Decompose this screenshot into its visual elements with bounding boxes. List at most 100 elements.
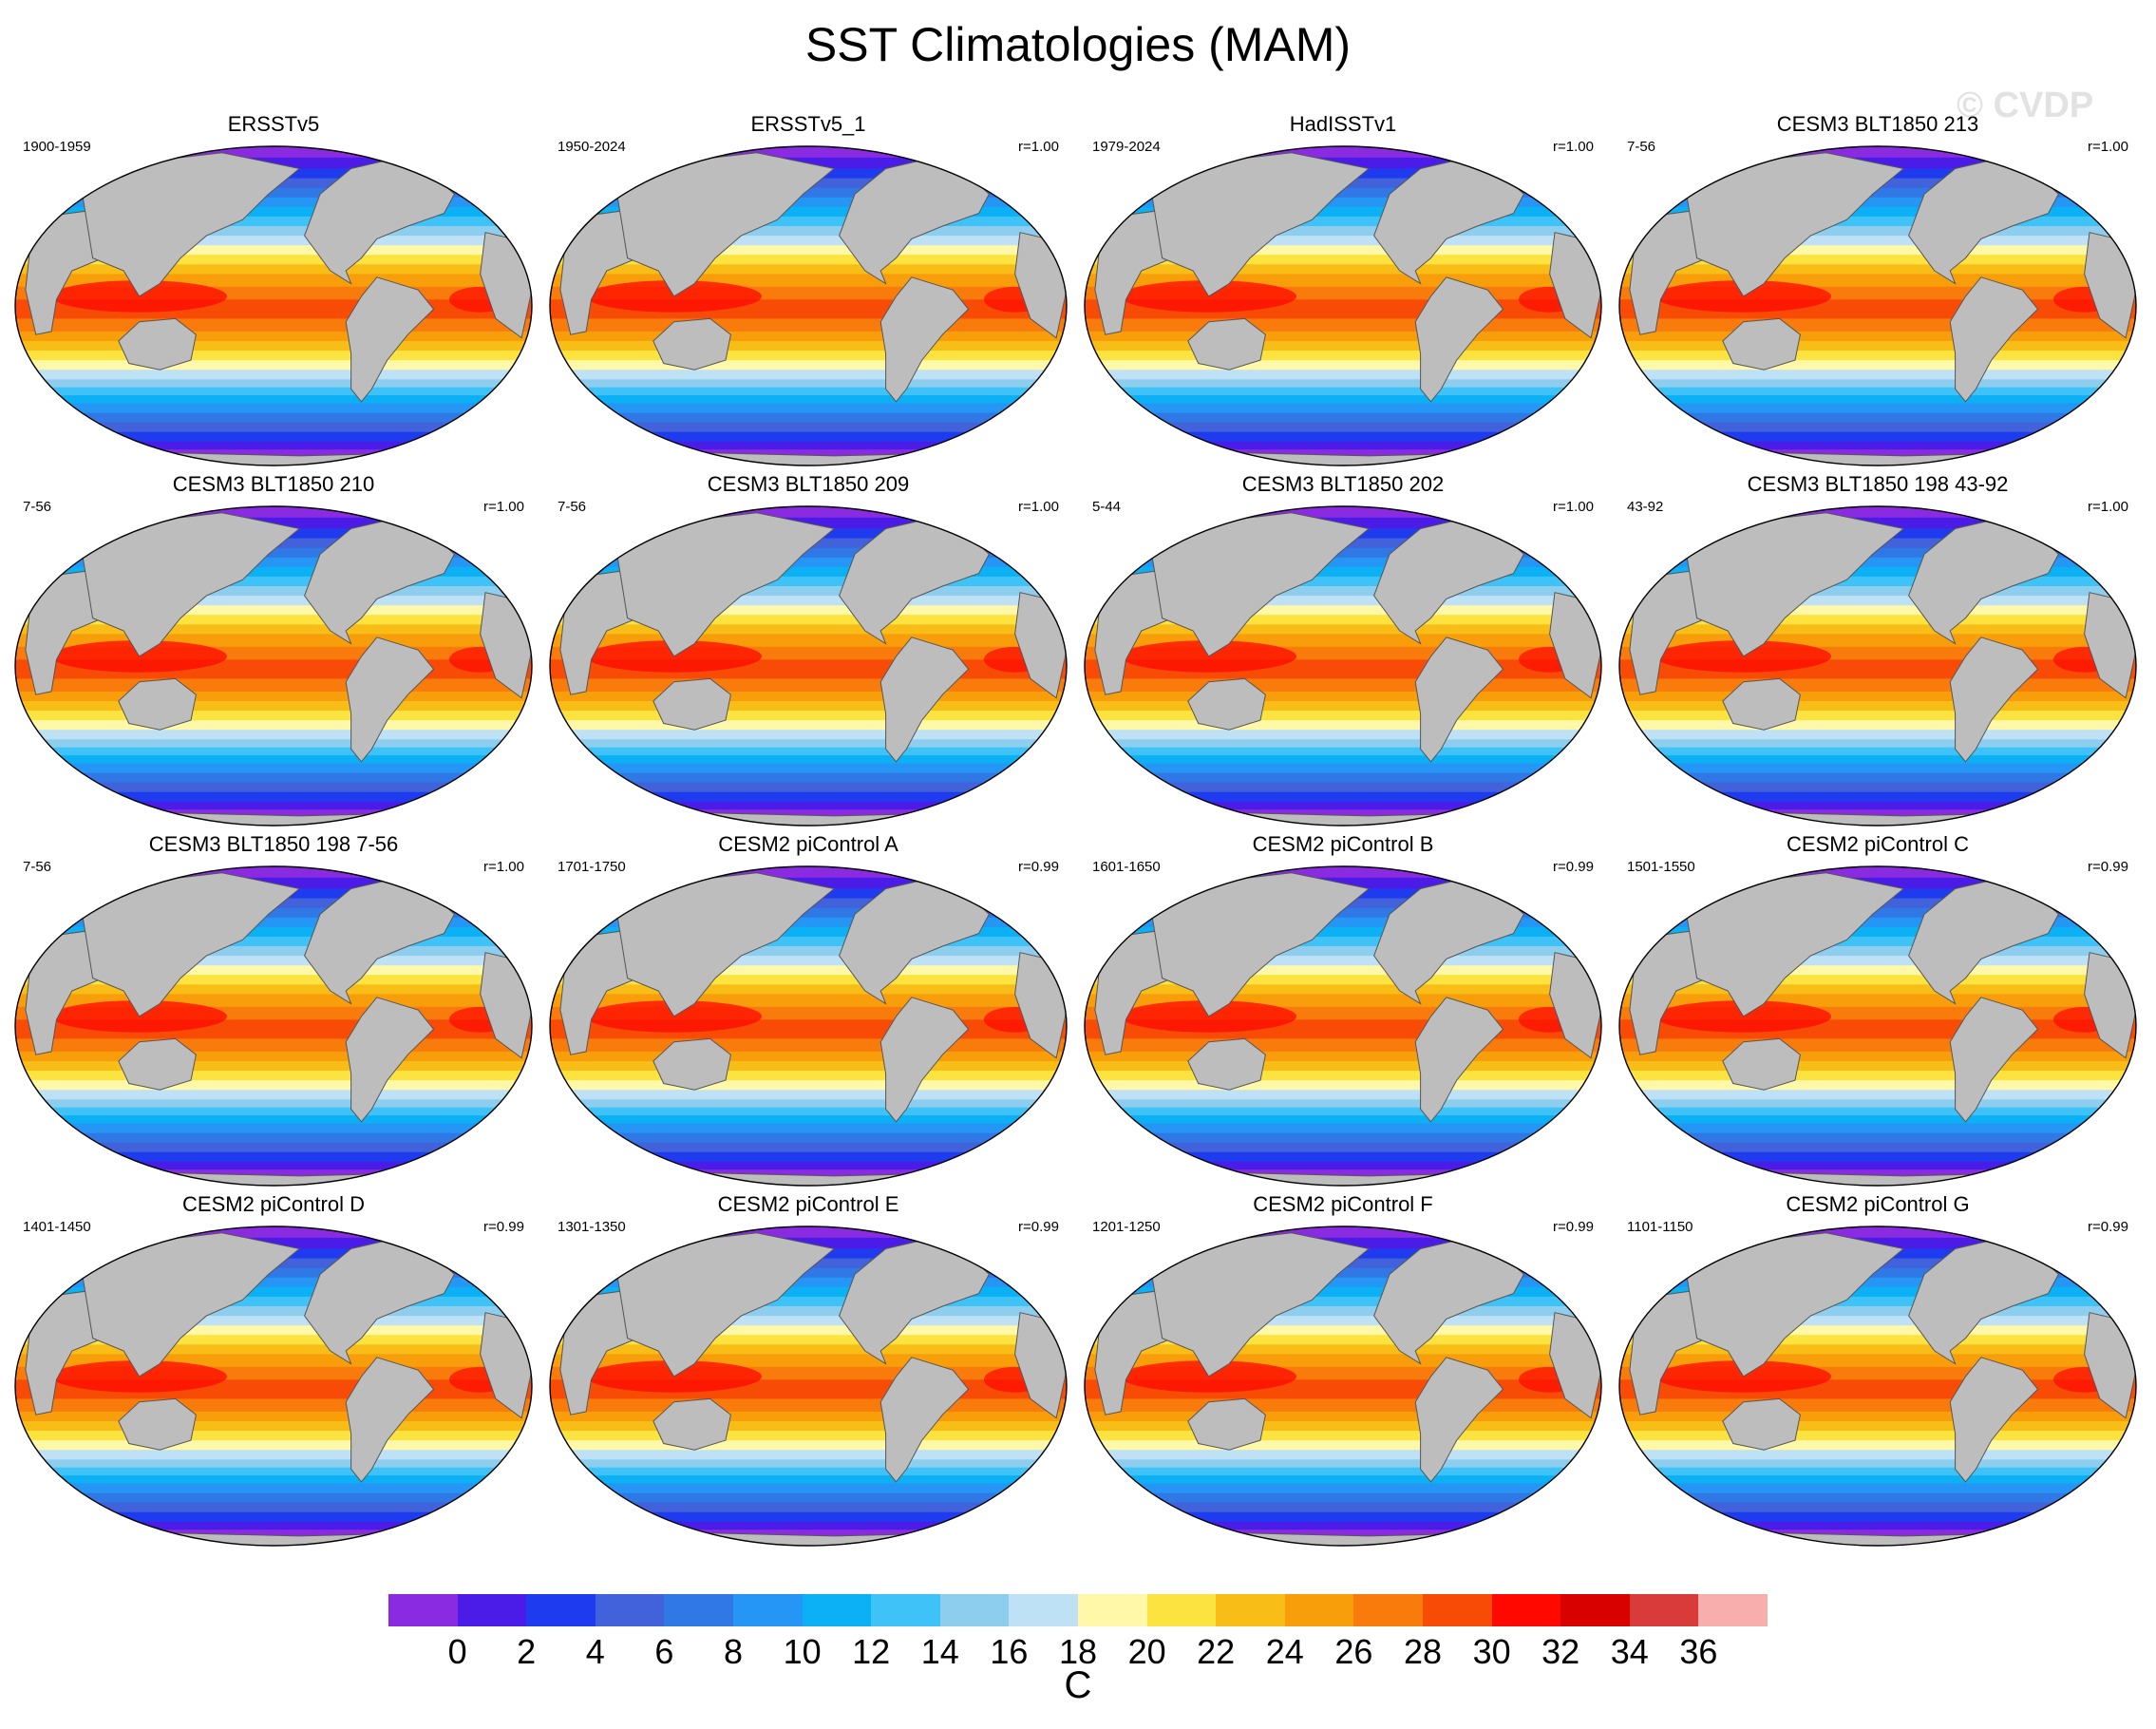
sst-band [1619, 1132, 2136, 1144]
sst-band [15, 1061, 532, 1072]
sst-band [15, 984, 532, 995]
sst-band [550, 360, 1067, 370]
sst-map [1084, 865, 1602, 1187]
sst-band [550, 956, 1067, 966]
sst-band [550, 1123, 1067, 1134]
sst-band [15, 1132, 532, 1144]
land-southAmerica [1949, 276, 2039, 403]
colorbar-swatch [1284, 1594, 1354, 1626]
map-panel: ERSSTv5_1 1950-2024 r=1.00 [542, 112, 1074, 473]
sst-band [1619, 1398, 2136, 1413]
sst-band [550, 782, 1067, 793]
map-outline [1084, 145, 1602, 466]
sst-band [550, 615, 1067, 625]
sst-band [1619, 1061, 2136, 1072]
sst-band [550, 1090, 1067, 1100]
sst-band [15, 360, 532, 370]
sst-band [1619, 1316, 2136, 1326]
sst-band [550, 1335, 1067, 1345]
panel-title: CESM2 piControl F [1253, 1192, 1433, 1216]
sst-band [15, 576, 532, 587]
sst-band [550, 1398, 1067, 1413]
sst-band [15, 917, 532, 928]
sst-band [15, 1123, 532, 1134]
panel-title: CESM3 BLT1850 198 7-56 [148, 832, 399, 856]
sst-band [15, 387, 532, 396]
map-panel: CESM2 piControl C 1501-1550 r=0.99 [1612, 832, 2144, 1193]
sst-band [1619, 1051, 2136, 1062]
sst-band [1619, 801, 2136, 810]
sst-band [1619, 395, 2136, 405]
land-asia [1151, 872, 1371, 1017]
colorbar-swatch [526, 1594, 596, 1626]
land-southAmerica [879, 276, 970, 403]
map-outline [14, 145, 533, 466]
sst-band [1619, 370, 2136, 380]
map-panel: CESM3 BLT1850 209 7-56 r=1.00 [542, 472, 1074, 833]
sst-band [1085, 1061, 1601, 1072]
sst-band [15, 1226, 532, 1239]
land-asia [1151, 152, 1371, 297]
sst-band [1619, 1467, 2136, 1476]
sst-band [1085, 701, 1601, 712]
sst-band [1085, 1398, 1601, 1413]
sst-band [1619, 586, 2136, 597]
sst-band [1085, 1450, 1601, 1460]
sst-band [550, 1038, 1067, 1053]
sst-band [1619, 1099, 2136, 1109]
sst-band [15, 711, 532, 721]
sst-map [549, 1226, 1068, 1547]
sst-band [1619, 1459, 2136, 1469]
land-northAmericaE [1373, 158, 1525, 285]
map-outline [1084, 505, 1602, 826]
map-panel: CESM3 BLT1850 213 7-56 r=1.00 [1612, 112, 2144, 473]
sst-band [1085, 557, 1601, 568]
land-northAmericaE [304, 878, 456, 1005]
sst-band [550, 711, 1067, 721]
colorbar-tick-label: 16 [990, 1632, 1029, 1671]
sst-band [550, 216, 1067, 227]
sst-band [15, 866, 532, 879]
map-panel: CESM2 piControl G 1101-1150 r=0.99 [1612, 1192, 2144, 1553]
sst-band [15, 1099, 532, 1109]
sst-band [1619, 730, 2136, 740]
land-asia [616, 872, 836, 1017]
sst-band [550, 596, 1067, 606]
sst-band [1619, 245, 2136, 256]
sst-band [1085, 755, 1601, 765]
sst-band [15, 1277, 532, 1288]
land-australia [652, 317, 731, 370]
sst-band [1085, 1335, 1601, 1345]
map-outline [1618, 865, 2137, 1187]
sst-band [1619, 1421, 2136, 1432]
sst-band [1619, 917, 2136, 928]
land-northAmericaE [304, 1238, 456, 1365]
sst-band [1619, 1492, 2136, 1504]
land-australia [118, 317, 197, 370]
sst-band [550, 1467, 1067, 1476]
sst-band [550, 1440, 1067, 1451]
map-panel: CESM2 piControl F 1201-1250 r=0.99 [1077, 1192, 1609, 1553]
panel-title: ERSSTv5 [227, 112, 320, 136]
sst-band [1619, 1115, 2136, 1125]
sst-band [15, 422, 532, 433]
sst-band [550, 1161, 1067, 1170]
sst-band [550, 351, 1067, 361]
sst-band [1085, 370, 1601, 380]
colorbar-swatch [1423, 1594, 1493, 1626]
sst-band [1619, 866, 2136, 879]
colorbar-units: C [1064, 1664, 1092, 1706]
map-outline [14, 505, 533, 826]
sst-band [1085, 1483, 1601, 1494]
sst-band [15, 506, 532, 519]
sst-band [1085, 1286, 1601, 1298]
sst-band [550, 1151, 1067, 1163]
land-australia [1722, 1037, 1801, 1091]
sst-band [550, 197, 1067, 208]
sst-band [550, 739, 1067, 749]
sst-band [1619, 1277, 2136, 1288]
sst-band [1619, 1502, 2136, 1513]
sst-band [1619, 975, 2136, 985]
sst-band [15, 975, 532, 985]
sst-map [1618, 505, 2137, 826]
